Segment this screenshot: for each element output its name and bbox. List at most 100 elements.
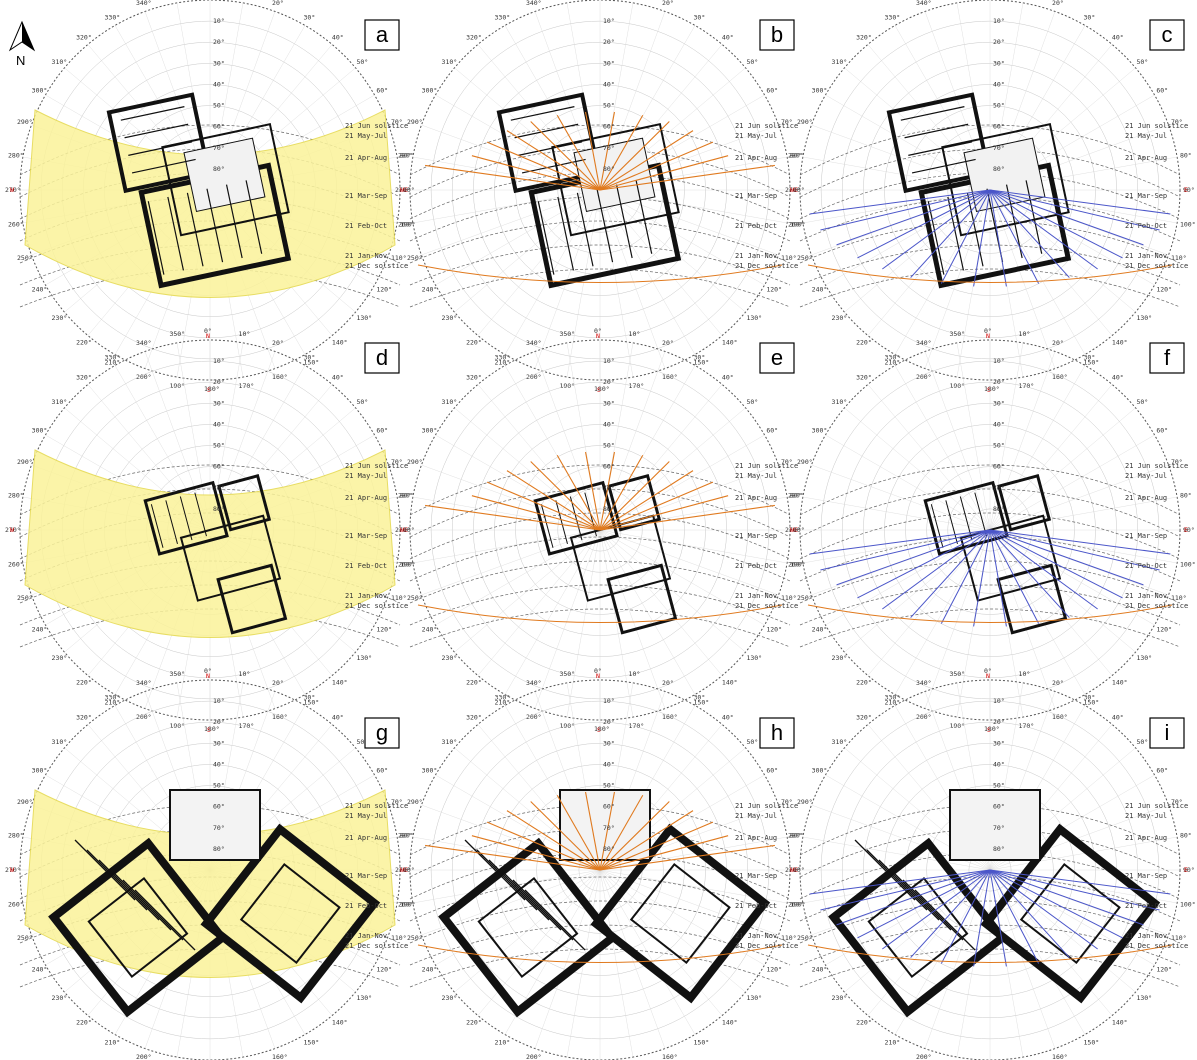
date-label: 21 Dec solstice [345, 942, 408, 950]
azimuth-label: 330° [495, 14, 511, 22]
azimuth-line [924, 529, 991, 709]
building-plan [828, 789, 1161, 1018]
azimuth-label: 280° [8, 491, 24, 499]
azimuth-label: 90° [403, 526, 415, 534]
azimuth-label: 50° [746, 738, 758, 746]
blue-sun-ray [882, 189, 991, 270]
azimuth-label: 130° [746, 994, 762, 1002]
sun-path-arc [409, 560, 791, 604]
azimuth-label: 130° [356, 654, 372, 662]
azimuth-line [566, 189, 601, 378]
cardinal-west: W [790, 866, 794, 874]
altitude-label: 70° [603, 144, 615, 152]
azimuth-label: 140° [332, 338, 348, 346]
azimuth-line [477, 189, 601, 336]
orange-sun-ray [599, 794, 644, 871]
cardinal-north: N [206, 672, 210, 680]
azimuth-line [435, 434, 601, 531]
blue-sun-ray [857, 869, 991, 939]
azimuth-line [599, 529, 696, 695]
azimuth-label: 330° [105, 694, 121, 702]
sun-path-arc [409, 900, 791, 944]
date-label: 21 May-Jul [345, 132, 387, 140]
altitude-label: 60° [213, 123, 225, 131]
cardinal-east: E [404, 526, 408, 534]
azimuth-line [825, 434, 991, 531]
winter-sun-path [807, 944, 1173, 963]
azimuth-label: 20° [272, 0, 284, 7]
cardinal-east: E [1184, 866, 1188, 874]
altitude-label: 80° [993, 505, 1005, 513]
panel-letter: b [771, 22, 783, 47]
azimuth-label: 90° [793, 866, 805, 874]
sun-path-arc [799, 124, 1181, 176]
date-label: 21 Jun solstice [1125, 462, 1188, 470]
date-label: 21 Jun solstice [1125, 802, 1188, 810]
date-label: 21 Mar-Sep [345, 532, 387, 540]
azimuth-line [989, 434, 1155, 531]
winter-sun-path [807, 264, 1173, 283]
altitude-label: 80° [603, 165, 615, 173]
cardinal-east: E [404, 186, 408, 194]
azimuth-label: 50° [746, 58, 758, 66]
blue-sun-ray [989, 189, 1098, 270]
azimuth-label: 200° [136, 713, 152, 721]
date-label: 21 Dec solstice [735, 602, 798, 610]
panel-letter: f [1164, 345, 1171, 370]
blue-sun-ray [973, 189, 991, 287]
azimuth-line [989, 529, 1056, 709]
date-label: 21 Mar-Sep [1125, 532, 1167, 540]
sun-path-arc [799, 948, 1181, 988]
date-label: 21 Dec solstice [345, 262, 408, 270]
date-label: 21 Jun solstice [345, 462, 408, 470]
date-label: 21 Mar-Sep [735, 872, 777, 880]
cardinal-east: E [1184, 526, 1188, 534]
azimuth-label: 120° [766, 966, 782, 974]
azimuth-label: 290° [797, 458, 813, 466]
sun-path-arc [799, 608, 1181, 648]
azimuth-label: 100° [1180, 561, 1196, 569]
azimuth-label: 0° [204, 667, 212, 675]
date-label: 21 Apr-Aug [345, 834, 387, 842]
azimuth-label: 60° [1156, 87, 1168, 95]
date-label: 21 May-Jul [735, 812, 777, 820]
azimuth-label: 350° [949, 330, 965, 338]
date-label: 21 May-Jul [1125, 472, 1167, 480]
blue-sun-ray [857, 529, 991, 599]
azimuth-label: 290° [17, 458, 33, 466]
blue-sun-ray [940, 869, 991, 964]
cardinal-north: N [986, 672, 990, 680]
azimuth-label: 260° [398, 901, 414, 909]
orange-sun-ray [425, 504, 601, 531]
azimuth-label: 70° [1171, 458, 1183, 466]
azimuth-label: 290° [407, 798, 423, 806]
altitude-label: 80° [213, 165, 225, 173]
blue-sun-ray [989, 529, 1098, 610]
azimuth-label: 120° [376, 286, 392, 294]
altitude-label: 20° [213, 378, 225, 386]
azimuth-line [454, 407, 601, 531]
azimuth-label: 20° [1052, 0, 1064, 7]
azimuth-label: 240° [32, 966, 48, 974]
azimuth-label: 200° [136, 1053, 152, 1060]
azimuth-label: 110° [1171, 934, 1187, 942]
azimuth-label: 240° [32, 626, 48, 634]
altitude-label: 70° [603, 484, 615, 492]
altitude-label: 50° [993, 442, 1005, 450]
cardinal-north: N [986, 332, 990, 340]
azimuth-line [534, 529, 601, 709]
sun-path-arc [799, 584, 1181, 626]
panel-label-i: i [1149, 717, 1185, 749]
blue-sun-ray [820, 869, 991, 911]
sun-path-arc [409, 804, 791, 856]
azimuth-line [989, 529, 1155, 626]
azimuth-label: 140° [1112, 678, 1128, 686]
azimuth-label: 310° [442, 738, 458, 746]
azimuth-label: 240° [812, 286, 828, 294]
blue-sun-ray [989, 189, 1040, 284]
date-label: 21 Jan-Nov [345, 252, 387, 260]
azimuth-label: 50° [1136, 58, 1148, 66]
blue-sun-ray [989, 869, 1171, 895]
azimuth-label: 340° [526, 679, 542, 687]
azimuth-label: 130° [1136, 654, 1152, 662]
